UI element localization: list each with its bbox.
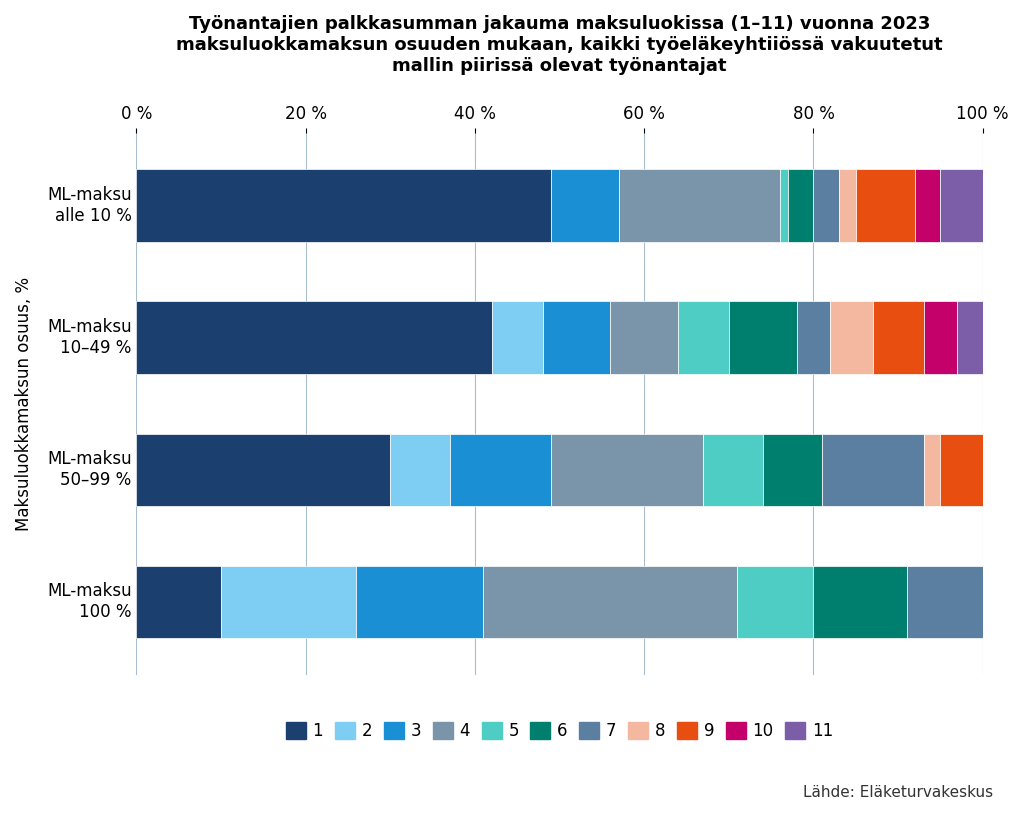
Legend: 1, 2, 3, 4, 5, 6, 7, 8, 9, 10, 11: 1, 2, 3, 4, 5, 6, 7, 8, 9, 10, 11 (280, 716, 840, 747)
Bar (957, 301, 983, 374)
Bar (551, 170, 618, 242)
Bar (221, 565, 356, 638)
Bar (551, 433, 703, 506)
Bar (788, 170, 813, 242)
Bar (924, 433, 940, 506)
Bar (856, 170, 915, 242)
Bar (813, 565, 906, 638)
Bar (543, 301, 610, 374)
Bar (136, 565, 221, 638)
Bar (492, 301, 543, 374)
Bar (779, 170, 788, 242)
Bar (763, 433, 822, 506)
Bar (136, 301, 492, 374)
Bar (940, 170, 983, 242)
Bar (906, 565, 983, 638)
Bar (839, 170, 856, 242)
Bar (703, 433, 763, 506)
Bar (813, 170, 839, 242)
Y-axis label: Maksuluokkamaksun osuus, %: Maksuluokkamaksun osuus, % (15, 277, 33, 531)
Bar (797, 301, 830, 374)
Bar (872, 301, 924, 374)
Bar (737, 565, 813, 638)
Bar (678, 301, 729, 374)
Bar (136, 170, 551, 242)
Text: Lähde: Eläketurvakeskus: Lähde: Eläketurvakeskus (803, 785, 993, 800)
Bar (924, 301, 957, 374)
Bar (618, 170, 779, 242)
Bar (822, 433, 924, 506)
Bar (940, 433, 983, 506)
Bar (390, 433, 450, 506)
Bar (830, 301, 872, 374)
Bar (356, 565, 483, 638)
Bar (915, 170, 940, 242)
Bar (450, 433, 551, 506)
Bar (136, 433, 390, 506)
Bar (483, 565, 737, 638)
Bar (729, 301, 797, 374)
Bar (610, 301, 678, 374)
Title: Työnantajien palkkasumman jakauma maksuluokissa (1–11) vuonna 2023
maksuluokkama: Työnantajien palkkasumman jakauma maksul… (176, 15, 943, 74)
